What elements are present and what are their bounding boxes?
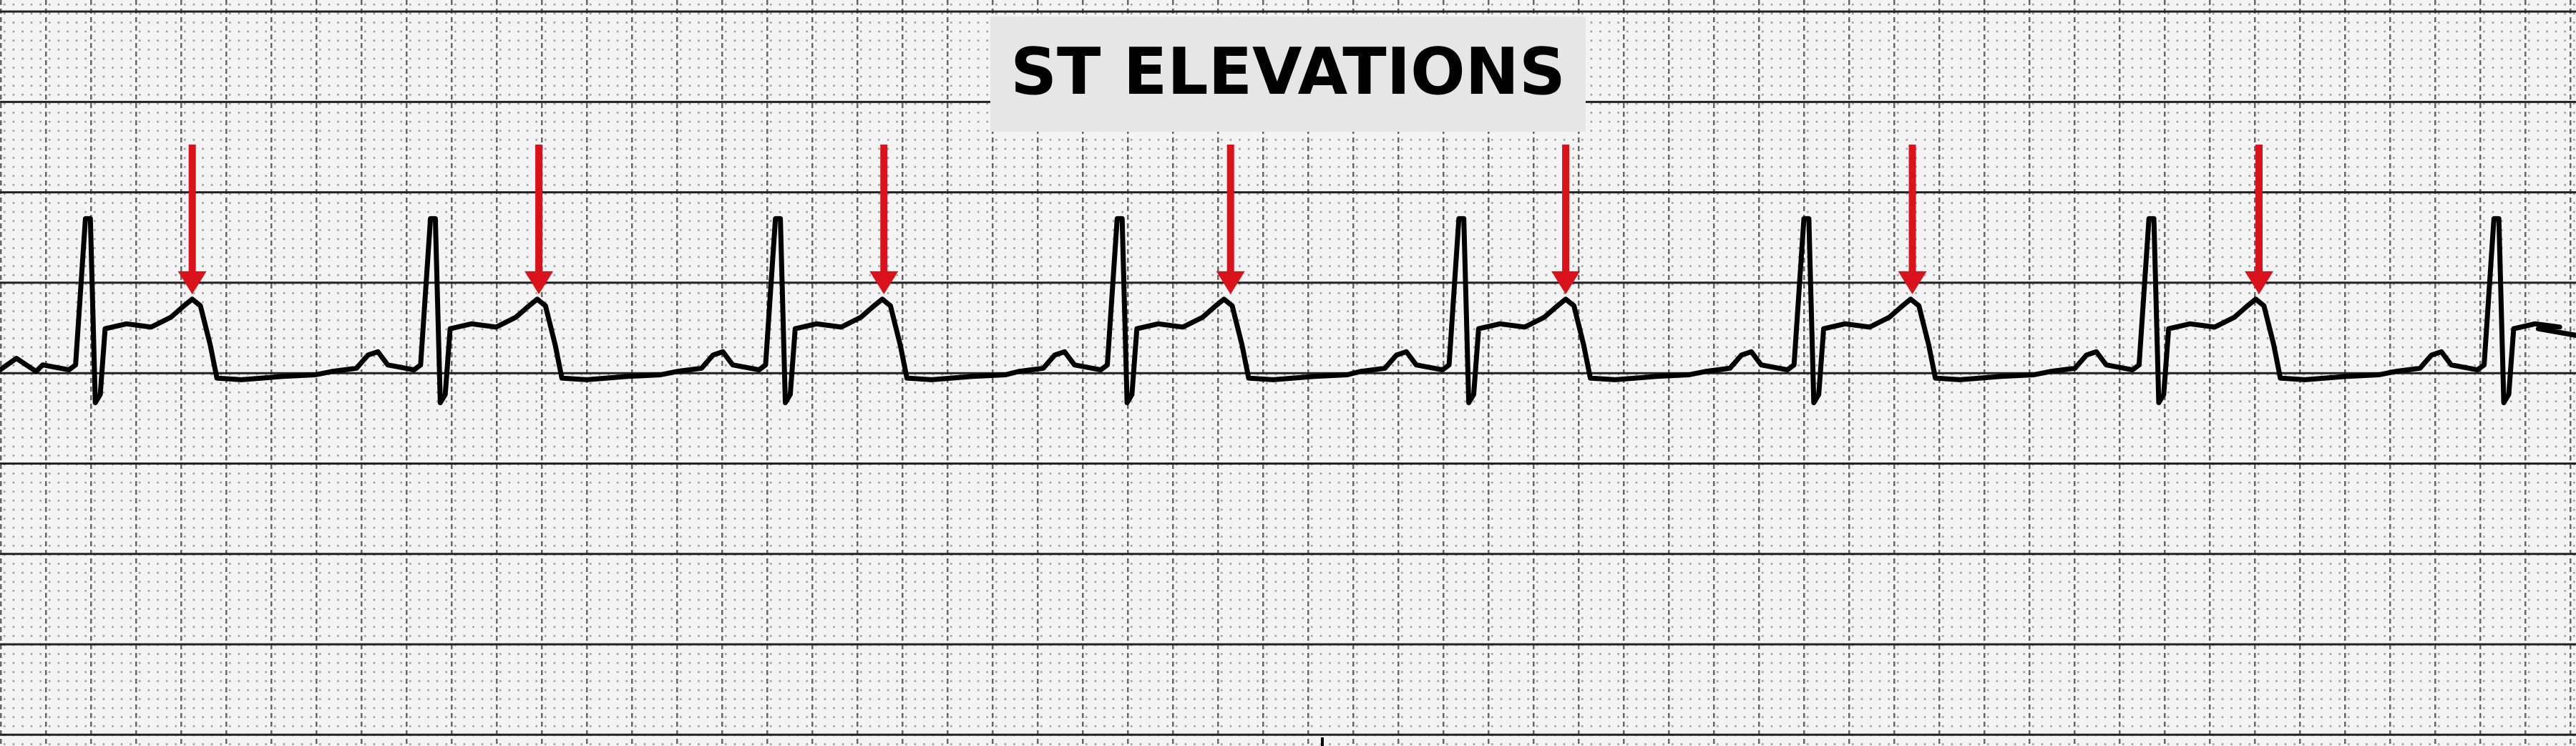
arrow-head bbox=[2245, 271, 2273, 294]
arrow-head bbox=[869, 271, 899, 294]
arrows bbox=[177, 145, 2273, 294]
arrow-head bbox=[177, 271, 207, 294]
arrow-head bbox=[1551, 271, 1581, 294]
title-box bbox=[990, 16, 1586, 132]
arrow-head bbox=[525, 271, 554, 294]
title: ST ELEVATIONS bbox=[1010, 34, 1566, 110]
ecg-trace bbox=[0, 215, 2576, 405]
arrow-head bbox=[1898, 271, 1927, 294]
arrow-head bbox=[1216, 271, 1245, 294]
